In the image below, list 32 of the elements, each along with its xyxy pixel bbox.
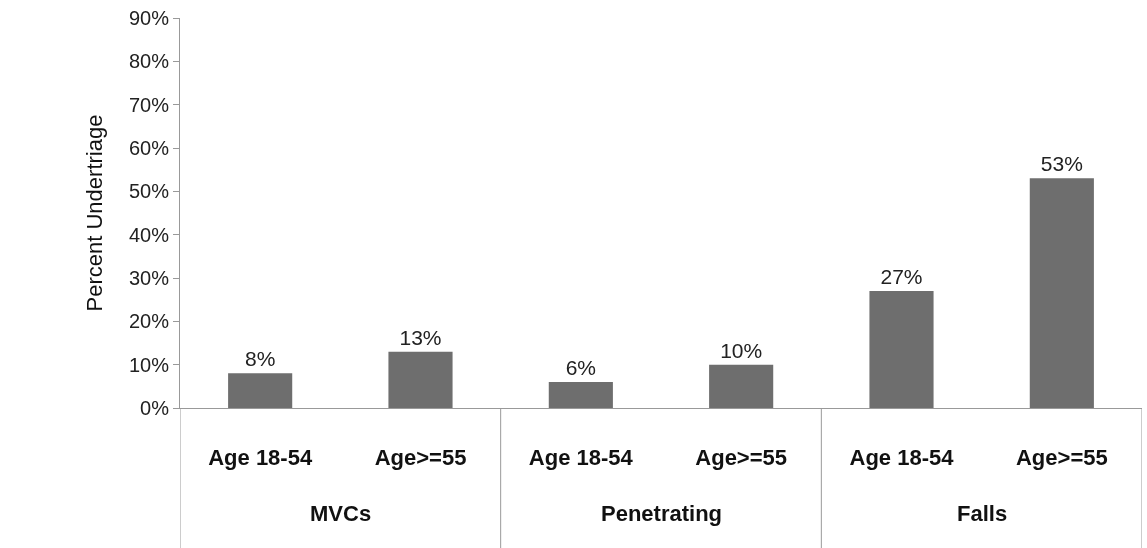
bar [388,351,453,408]
x-tick-label: Age>=55 [1015,445,1108,471]
y-tick-label: 70% [128,93,170,116]
y-tick-label: 80% [128,50,170,73]
bar [869,291,934,408]
x-tick-label: Age>=55 [374,445,467,471]
data-label: 27% [880,265,923,288]
y-tick-label: 20% [128,310,170,333]
y-tick-label: 90% [128,7,170,29]
text: Penetrating [601,501,723,526]
x-tick-label: Age 18-54 [528,445,634,471]
x-tick-label: Age 18-54 [208,445,313,471]
x-tick-label: Age 18-54 [849,445,955,471]
y-tick-label: 0% [140,397,170,419]
data-label: 53% [1040,152,1083,176]
bar [548,382,613,408]
y-tick-label: 40% [128,223,170,246]
text: MVCs [310,501,372,526]
data-label: 6% [565,356,597,379]
y-tick-label: 30% [128,267,170,289]
y-axis-title: Percent Undertriage [81,114,107,312]
bar [1029,178,1094,408]
data-label: 13% [399,325,442,349]
data-label: 8% [244,347,276,371]
y-tick-label: 60% [128,137,170,159]
x-tick-label: Age>=55 [695,445,788,471]
data-label: 10% [720,338,763,362]
text: Falls [957,501,1008,526]
bar [228,373,293,408]
y-tick-label: 10% [128,353,170,376]
bar [709,364,774,408]
y-tick-label: 50% [128,180,170,203]
